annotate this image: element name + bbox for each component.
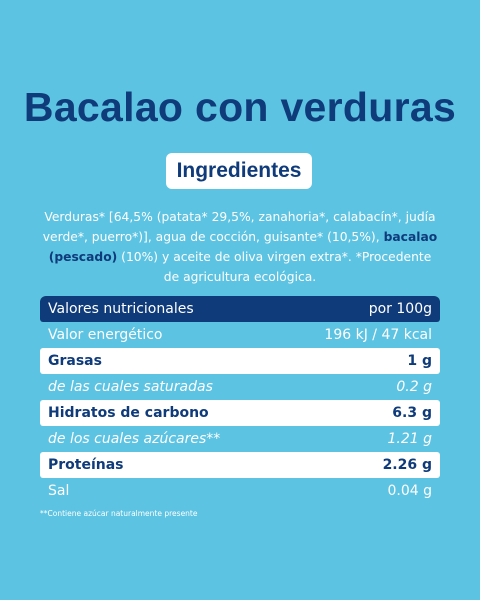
ingredients-text: Verduras* [64,5% (patata* 29,5%, zanahor… (40, 207, 440, 287)
table-cell: 196 kJ / 47 kcal (324, 327, 432, 343)
table-row: Hidratos de carbono 6.3 g (40, 400, 440, 426)
table-row: de los cuales azúcares** 1.21 g (40, 426, 440, 452)
table-row: Sal 0.04 g (40, 478, 440, 504)
title: Bacalao con verduras (23, 84, 457, 130)
ingredients-segment: Verduras* [64,5% (patata* 29,5%, zanahor… (42, 210, 436, 244)
table-cell: Sal (48, 483, 70, 499)
table-cell: de las cuales saturadas (48, 379, 213, 395)
footnote: **Contiene azúcar naturalmente presente (40, 509, 198, 518)
table-cell: Valor energético (48, 327, 163, 343)
ingredients-heading: Ingredientes (166, 153, 312, 189)
table-cell: 0.2 g (396, 379, 432, 395)
table-body: Valor energético 196 kJ / 47 kcal Grasas 1 … (40, 322, 440, 504)
ingredients-segment: (10%) y aceite de oliva virgen extra*. *… (117, 250, 432, 284)
table-row: Valor energético 196 kJ / 47 kcal (40, 322, 440, 348)
table-cell: 6.3 g (392, 405, 432, 421)
table-row: Proteínas 2.26 g (40, 452, 440, 478)
ingredients-segment: bacalao (pescado) (48, 230, 438, 264)
nutrition-table: Valores nutricionales por 100g Valor ene… (40, 296, 440, 504)
table-header: Valores nutricionales por 100g (40, 296, 440, 322)
table-cell: Hidratos de carbono (48, 405, 209, 421)
table-cell: Grasas (48, 353, 102, 369)
table-cell: 1.21 g (387, 431, 432, 447)
header-cell: Valores nutricionales (48, 301, 194, 317)
table-cell: de los cuales azúcares** (48, 431, 221, 447)
table-cell: Proteínas (48, 457, 124, 473)
table-cell: 2.26 g (382, 457, 432, 473)
table-row: de las cuales saturadas 0.2 g (40, 374, 440, 400)
table-cell: 0.04 g (387, 483, 432, 499)
header-cell: por 100g (368, 301, 432, 317)
table-cell: 1 g (407, 353, 432, 369)
table-row: Grasas 1 g (40, 348, 440, 374)
